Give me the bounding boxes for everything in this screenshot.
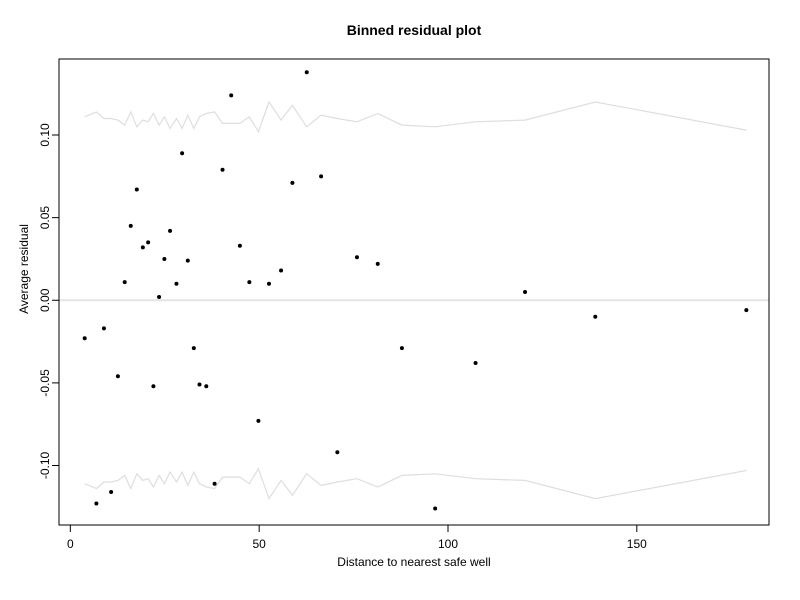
data-point (122, 280, 127, 285)
x-tick-label: 0 (67, 537, 74, 551)
upper-band-line (84, 100, 747, 134)
data-point (146, 240, 151, 245)
data-point (335, 450, 340, 455)
data-point (304, 70, 309, 75)
x-tick-label: 150 (627, 537, 647, 551)
data-point (140, 245, 145, 250)
data-point (151, 384, 156, 389)
y-axis: -0.10 -0.05 0.00 0.05 0.10 (38, 123, 60, 480)
data-point (212, 481, 217, 486)
x-axis-label: Distance to nearest safe well (337, 555, 490, 569)
data-point (229, 93, 234, 98)
data-point (247, 280, 252, 285)
chart-title: Binned residual plot (347, 22, 482, 38)
data-point (399, 346, 404, 351)
y-tick-label: -0.10 (38, 452, 52, 480)
data-point (180, 151, 185, 156)
data-point (128, 223, 133, 228)
data-point (101, 326, 106, 331)
data-point (109, 489, 114, 494)
data-point (256, 418, 261, 423)
y-tick-label: 0.05 (38, 206, 52, 230)
y-axis-label: Average residual (17, 224, 31, 314)
data-point (433, 506, 438, 511)
data-point (290, 180, 295, 185)
data-point (115, 374, 120, 379)
lower-band-line (84, 467, 747, 500)
data-point (473, 361, 478, 366)
data-point (134, 187, 139, 192)
y-tick-label: 0.10 (38, 123, 52, 147)
x-tick-label: 50 (252, 537, 266, 551)
data-point (157, 294, 162, 299)
data-point (354, 255, 359, 260)
x-tick-label: 100 (438, 537, 458, 551)
plot-frame (58, 58, 770, 526)
data-point (375, 261, 380, 266)
data-point (593, 314, 598, 319)
data-point (174, 281, 179, 286)
data-point (191, 346, 196, 351)
data-points (82, 70, 749, 511)
y-tick-label: -0.05 (38, 369, 52, 397)
data-point (82, 336, 87, 341)
confidence-bands (84, 100, 747, 500)
data-point (744, 308, 749, 313)
data-point (204, 384, 209, 389)
data-point (168, 228, 173, 233)
data-point (266, 281, 271, 286)
data-point (197, 382, 202, 387)
y-tick-label: 0.00 (38, 288, 52, 312)
data-point (523, 290, 528, 294)
data-point (185, 258, 190, 263)
data-point (94, 501, 99, 506)
data-point (279, 268, 284, 273)
data-point (319, 174, 324, 179)
x-axis: 0 50 100 150 (67, 524, 647, 551)
data-point (237, 243, 242, 248)
data-point (220, 167, 225, 172)
data-point (162, 256, 167, 261)
